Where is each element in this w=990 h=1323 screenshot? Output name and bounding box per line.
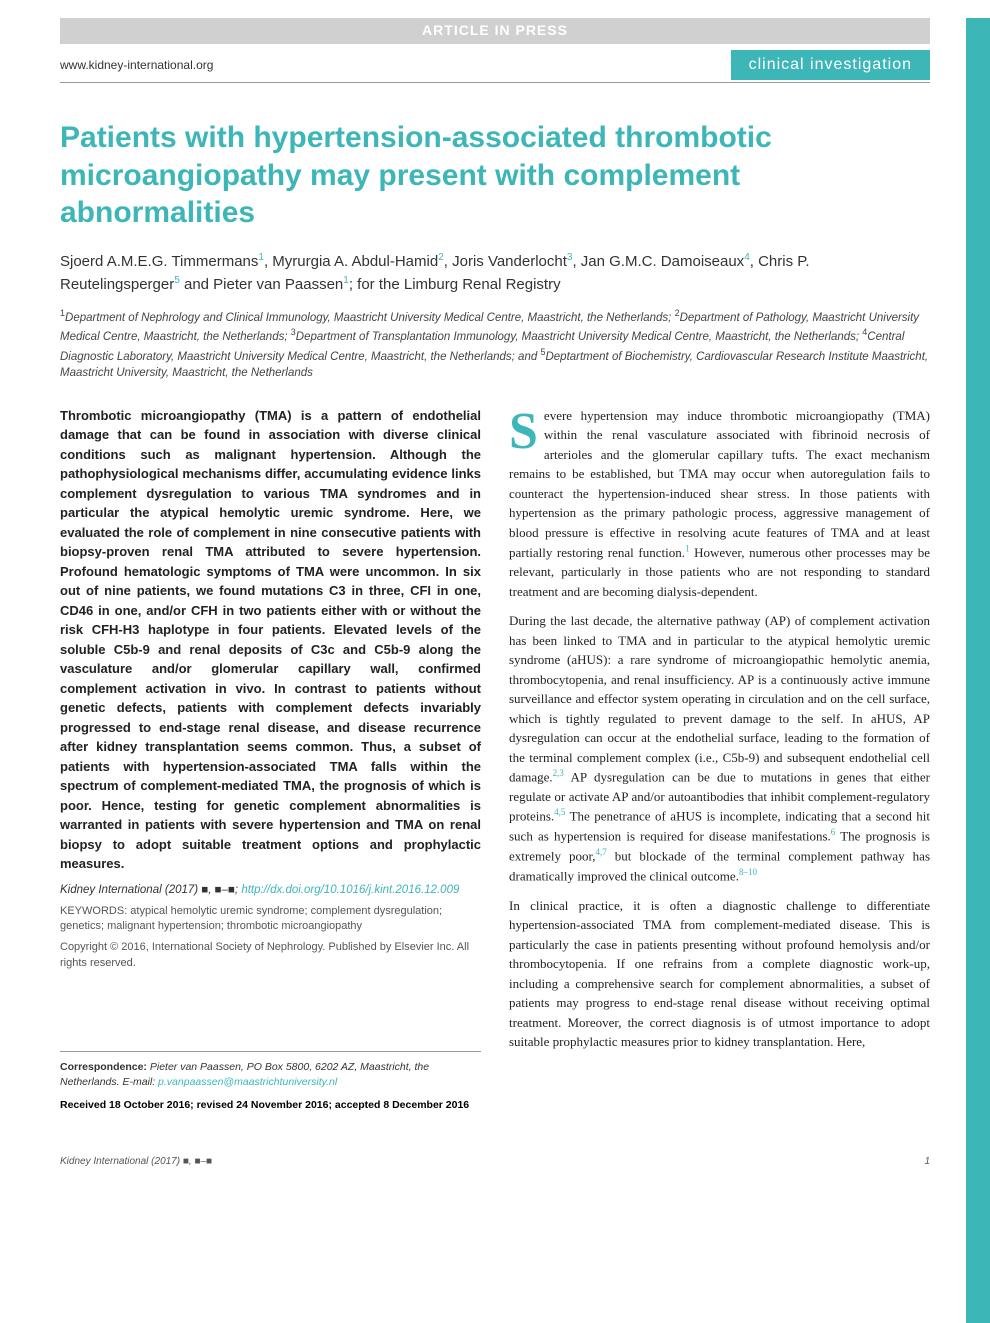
body-p1: S evere hypertension may induce thrombot…: [509, 406, 930, 601]
banner-text: ARTICLE IN PRESS: [422, 22, 568, 38]
footer-right: 1: [924, 1156, 930, 1167]
site-url[interactable]: www.kidney-international.org: [60, 58, 213, 72]
affiliations: 1Department of Nephrology and Clinical I…: [60, 307, 930, 382]
citation-pages: ■, ■–■;: [201, 884, 238, 896]
dropcap: S: [509, 406, 544, 454]
header-row: www.kidney-international.org clinical in…: [60, 50, 930, 83]
footer-left: Kidney International (2017) ■, ■–■: [60, 1156, 212, 1167]
section-label: clinical investigation: [731, 50, 930, 80]
article-title: Patients with hypertension-associated th…: [60, 119, 930, 232]
abstract-text: Thrombotic microangiopathy (TMA) is a pa…: [60, 406, 481, 874]
copyright: Copyright © 2016, International Society …: [60, 940, 481, 971]
correspondence-label: Correspondence:: [60, 1061, 147, 1073]
authors-line: Sjoerd A.M.E.G. Timmermans1, Myrurgia A.…: [60, 250, 930, 297]
citation-journal: Kidney International: [60, 884, 162, 896]
correspondence-email[interactable]: p.vanpaassen@maastrichtuniversity.nl: [158, 1076, 337, 1088]
citation-doi[interactable]: http://dx.doi.org/10.1016/j.kint.2016.12…: [241, 884, 459, 896]
citation-year: (2017): [165, 884, 198, 896]
article-in-press-banner: ARTICLE IN PRESS: [60, 18, 930, 44]
body-p1-text: evere hypertension may induce thrombotic…: [509, 408, 930, 599]
body-p3: In clinical practice, it is often a diag…: [509, 896, 930, 1052]
body-p2: During the last decade, the alternative …: [509, 611, 930, 886]
correspondence-block: Correspondence: Pieter van Paassen, PO B…: [60, 1051, 481, 1089]
side-accent-bar: [966, 18, 990, 1323]
received-line: Received 18 October 2016; revised 24 Nov…: [60, 1098, 481, 1113]
citation-line: Kidney International (2017) ■, ■–■; http…: [60, 884, 481, 896]
page-footer: Kidney International (2017) ■, ■–■ 1: [60, 1156, 930, 1167]
keywords: KEYWORDS: atypical hemolytic uremic synd…: [60, 904, 481, 935]
left-column: Thrombotic microangiopathy (TMA) is a pa…: [60, 406, 481, 1113]
title-block: Patients with hypertension-associated th…: [60, 119, 930, 232]
right-column: S evere hypertension may induce thrombot…: [509, 406, 930, 1113]
